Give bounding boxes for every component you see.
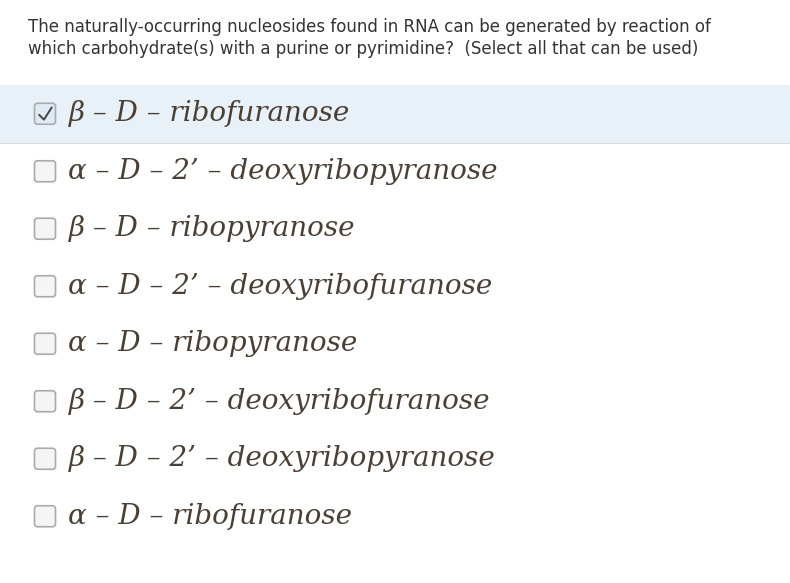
- Text: α – D – ribopyranose: α – D – ribopyranose: [69, 330, 358, 357]
- FancyBboxPatch shape: [35, 448, 55, 469]
- FancyBboxPatch shape: [35, 218, 55, 239]
- FancyBboxPatch shape: [0, 85, 790, 142]
- FancyBboxPatch shape: [35, 276, 55, 297]
- Text: β – D – ribopyranose: β – D – ribopyranose: [69, 215, 355, 243]
- Text: The naturally-occurring nucleosides found in RNA can be generated by reaction of: The naturally-occurring nucleosides foun…: [28, 18, 711, 36]
- FancyBboxPatch shape: [35, 333, 55, 354]
- FancyBboxPatch shape: [35, 505, 55, 527]
- Text: β – D – 2’ – deoxyribopyranose: β – D – 2’ – deoxyribopyranose: [69, 445, 495, 472]
- FancyBboxPatch shape: [35, 103, 55, 124]
- FancyBboxPatch shape: [35, 161, 55, 182]
- Text: α – D – 2’ – deoxyribofuranose: α – D – 2’ – deoxyribofuranose: [69, 273, 493, 300]
- Text: β – D – 2’ – deoxyribofuranose: β – D – 2’ – deoxyribofuranose: [69, 388, 490, 415]
- Text: α – D – 2’ – deoxyribopyranose: α – D – 2’ – deoxyribopyranose: [69, 158, 498, 185]
- Text: which carbohydrate(s) with a purine or pyrimidine?  (Select all that can be used: which carbohydrate(s) with a purine or p…: [28, 40, 698, 58]
- Text: α – D – ribofuranose: α – D – ribofuranose: [69, 503, 352, 530]
- Text: β – D – ribofuranose: β – D – ribofuranose: [69, 100, 350, 127]
- FancyBboxPatch shape: [35, 391, 55, 412]
